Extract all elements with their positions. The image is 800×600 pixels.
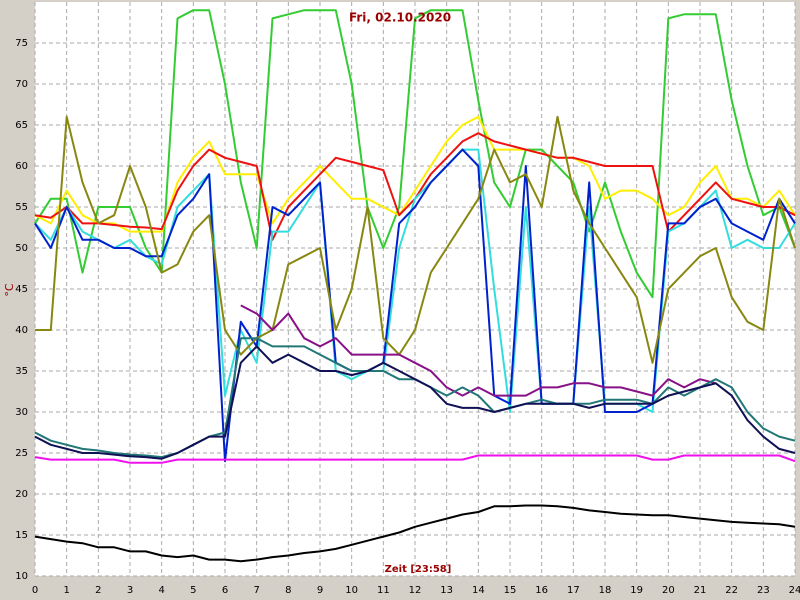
series-line [34, 148, 796, 463]
y-tick-label: 65 [15, 120, 28, 131]
y-tick-label: 30 [15, 407, 28, 418]
y-tick-label: 75 [15, 38, 28, 49]
y-tick-label: 60 [15, 161, 28, 172]
x-tick-label: 19 [630, 585, 643, 596]
series-line [34, 115, 796, 233]
y-tick-label: 70 [15, 79, 28, 90]
y-tick-label: 20 [15, 489, 28, 500]
y-tick-label: 40 [15, 325, 28, 336]
y-tick-label: 55 [15, 202, 28, 213]
x-tick-label: 13 [440, 585, 453, 596]
y-tick-label: 15 [15, 530, 28, 541]
series-line [34, 345, 796, 460]
x-tick-label: 24 [789, 585, 800, 596]
y-axis-label: °C [3, 283, 16, 297]
series-line [240, 304, 717, 397]
y-tick-label: 10 [15, 571, 28, 582]
x-tick-label: 5 [190, 585, 196, 596]
series-line [34, 454, 796, 464]
x-tick-label: 0 [32, 585, 38, 596]
x-tick-label: 16 [535, 585, 548, 596]
series-line [35, 115, 796, 364]
x-tick-label: 18 [599, 585, 612, 596]
x-tick-label: 20 [662, 585, 675, 596]
y-tick-label: 25 [15, 448, 28, 459]
x-tick-label: 12 [409, 585, 422, 596]
x-tick-label: 4 [158, 585, 164, 596]
series-line [34, 504, 796, 563]
x-tick-label: 1 [63, 585, 69, 596]
x-tick-label: 15 [504, 585, 517, 596]
x-tick-label: 9 [317, 585, 323, 596]
y-tick-label: 50 [15, 243, 28, 254]
x-axis-label: Zeit [23:58] [385, 564, 452, 575]
x-tick-label: 23 [757, 585, 770, 596]
x-tick-label: 7 [253, 585, 259, 596]
x-tick-label: 21 [694, 585, 707, 596]
x-tick-label: 14 [472, 585, 485, 596]
x-tick-label: 2 [95, 585, 101, 596]
x-tick-label: 10 [345, 585, 358, 596]
x-tick-label: 3 [127, 585, 133, 596]
x-tick-label: 11 [377, 585, 390, 596]
chart-title: Fri, 02.10.2020 [349, 11, 451, 25]
x-tick-label: 8 [285, 585, 291, 596]
y-tick-label: 35 [15, 366, 28, 377]
x-tick-label: 17 [567, 585, 580, 596]
x-tick-label: 22 [725, 585, 738, 596]
x-tick-label: 6 [222, 585, 228, 596]
y-tick-label: 45 [15, 284, 28, 295]
